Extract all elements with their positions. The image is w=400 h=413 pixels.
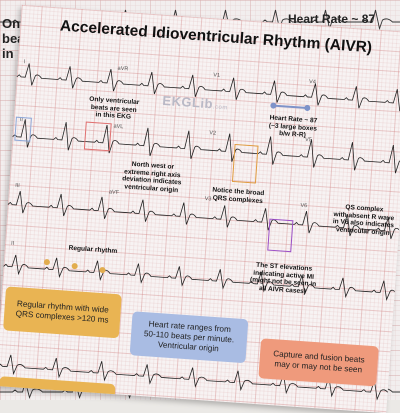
lead-label: V6 [300,202,308,210]
annotation-axis-deviation: North west or extreme right axis deviati… [121,160,182,194]
ekg-trace-row-2 [2,119,400,174]
ekg-trace-row-1 [6,63,400,112]
lead-label: aVL [113,123,124,131]
lead-label: V4 [308,79,317,86]
highlight-box-only-ventricular [83,121,112,152]
lead-label: aVR [117,65,129,73]
ekg-trace-row-3 [0,191,400,239]
lead-label: I [23,59,26,66]
highlight-box-broad-qrs [231,143,259,184]
lead-label: V2 [209,130,217,137]
annotation-st-elevations: The ST elevations indicating active MI (… [249,261,317,296]
infographic-page: Accelerated Idioventricular Rhythm (AIVR… [0,4,400,413]
lead-label: III [14,182,20,190]
lead-label: II [10,240,15,247]
ekg-traces [0,63,400,401]
ekg-trace-row-4 [0,254,400,302]
annotation-heart-rate: Heart Rate ~ 87 (~3 large boxes b/w R-R) [268,114,318,140]
summary-card-capture-fusion: Capture and fusion beats may or may not … [258,338,379,387]
summary-card-regular-rhythm: Regular rhythm with wide QRS complexes >… [3,286,122,339]
highlight-box-st-elevation [267,218,294,253]
lead-label: V1 [213,72,221,79]
ekg-trace-row-5 [0,354,396,401]
logo-suffix: .com [212,104,228,112]
summary-card-heart-rate: Heart rate ranges from 50-110 beats per … [129,311,249,364]
annotation-qs-complex: QS complex with absent R wave in V6 also… [332,203,395,237]
highlight-box-left-blue [14,116,32,142]
